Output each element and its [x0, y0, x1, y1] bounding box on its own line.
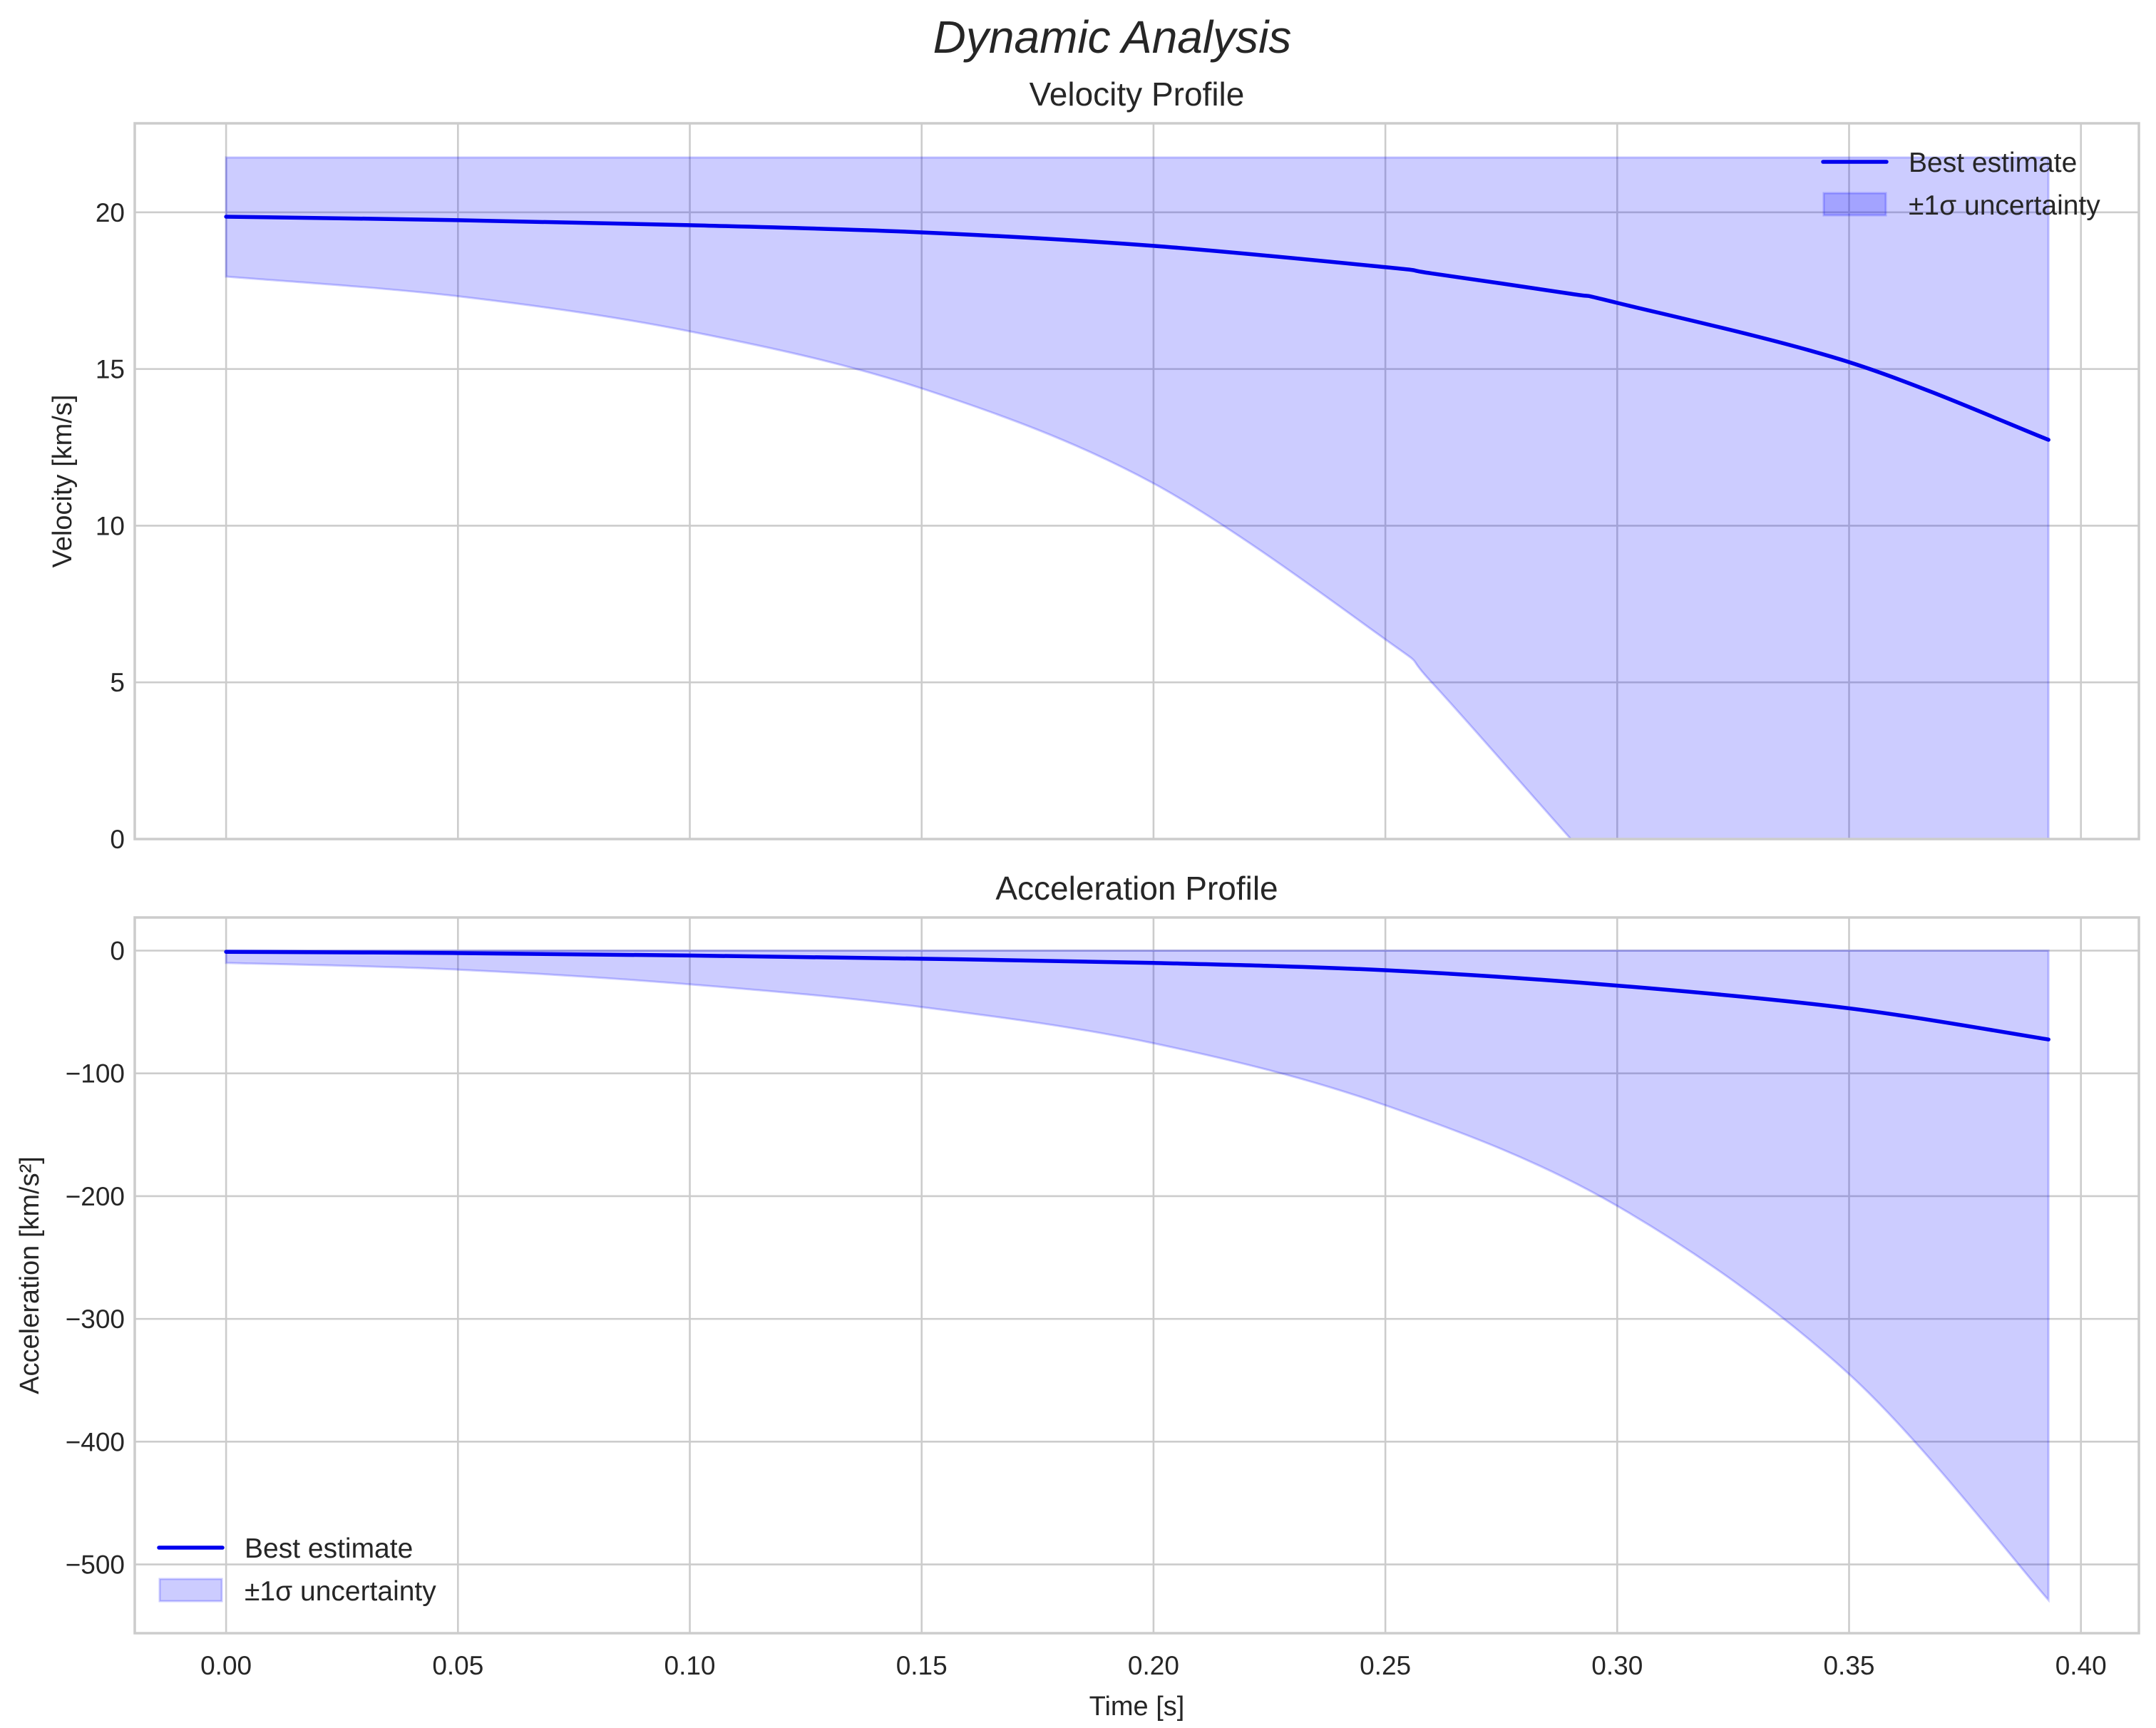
legend-label-uncertainty: ±1σ uncertainty	[245, 1576, 436, 1607]
velocity-axes-frame	[133, 122, 2140, 840]
y-tick-label: −200	[66, 1182, 125, 1211]
y-tick-label: 5	[110, 668, 125, 697]
velocity-title: Velocity Profile	[1030, 76, 1245, 113]
y-tick-label: −400	[66, 1427, 125, 1456]
y-tick-label: 0	[110, 825, 125, 854]
x-tick-label: 0.15	[896, 1651, 948, 1680]
x-tick-label: 0.00	[200, 1651, 252, 1680]
legend-label-uncertainty: ±1σ uncertainty	[1909, 190, 2100, 221]
uncertainty-band	[225, 949, 2050, 1603]
acceleration-axes-frame	[133, 916, 2140, 1635]
x-tick-label: 0.30	[1591, 1651, 1643, 1680]
time-xlabel: Time [s]	[1089, 1692, 1185, 1722]
y-tick-label: 15	[96, 355, 125, 384]
acceleration-axes: 0 −100 −200 −300 −400 −500 0.00 0.05 0.10 0.15 0.2…	[15, 870, 2140, 1722]
legend-label-best-estimate: Best estimate	[1909, 148, 2077, 178]
y-tick-label: −500	[66, 1550, 125, 1580]
best-estimate-line	[224, 950, 2050, 1042]
acceleration-data	[224, 949, 2050, 1603]
figure-suptitle: Dynamic Analysis	[933, 11, 1292, 63]
legend-label-best-estimate: Best estimate	[245, 1533, 413, 1564]
x-tick-label: 0.10	[664, 1651, 716, 1680]
x-tick-label: 0.20	[1128, 1651, 1179, 1680]
acceleration-legend: Best estimate ±1σ uncertainty	[157, 1533, 436, 1607]
y-tick-label: 20	[96, 198, 125, 227]
velocity-data	[224, 156, 2050, 839]
x-tick-label: 0.35	[1823, 1651, 1874, 1680]
y-tick-label: 10	[96, 511, 125, 540]
legend-band-swatch	[158, 1578, 223, 1603]
velocity-ylabel: Velocity [km/s]	[48, 395, 78, 568]
legend-band-swatch	[1822, 192, 1887, 217]
x-tick-label: 0.05	[432, 1651, 483, 1680]
acceleration-ylabel: Acceleration [km/s²]	[15, 1156, 45, 1394]
velocity-ticks: 0 5 10 15 20	[96, 198, 125, 854]
acceleration-ticks: 0 −100 −200 −300 −400 −500 0.00 0.05 0.10 0.15 0.2…	[66, 936, 2107, 1680]
best-estimate-line	[224, 215, 2050, 442]
uncertainty-band	[225, 156, 2050, 839]
velocity-legend: Best estimate ±1σ uncertainty	[1821, 148, 2100, 221]
y-tick-label: −100	[66, 1059, 125, 1089]
x-tick-label: 0.25	[1360, 1651, 1411, 1680]
acceleration-title: Acceleration Profile	[995, 870, 1278, 907]
acceleration-grid	[135, 917, 2139, 1633]
velocity-axes: 0 5 10 15 20 Velocity Profile Velocity [km/s…	[48, 76, 2140, 854]
x-tick-label: 0.40	[2055, 1651, 2107, 1680]
y-tick-label: −300	[66, 1305, 125, 1334]
y-tick-label: 0	[110, 936, 125, 965]
